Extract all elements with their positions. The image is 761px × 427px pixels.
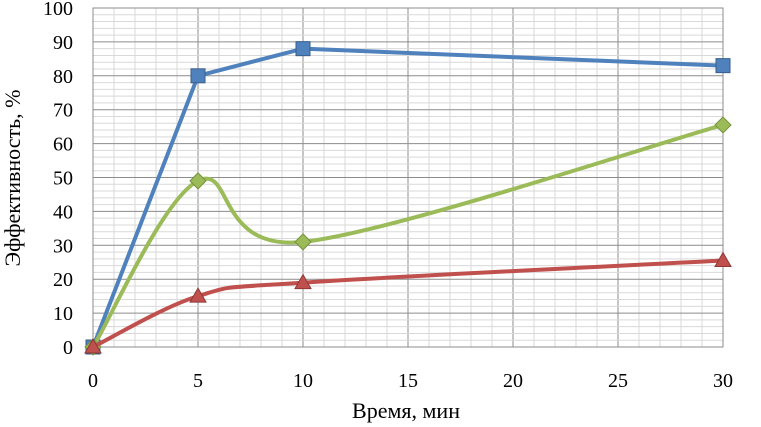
y-axis-ticks: 0 10 20 30 40 50 60 70 80 90 100 <box>43 0 73 359</box>
data-point <box>714 251 732 268</box>
data-point <box>714 116 732 134</box>
series-line-3 <box>92 258 724 349</box>
x-axis-ticks: 0 5 10 15 20 25 30 <box>88 370 733 392</box>
x-tick-label: 30 <box>713 370 733 392</box>
x-axis-title: Время, мин <box>352 398 460 423</box>
data-point <box>294 233 312 251</box>
y-tick-label: 90 <box>53 32 73 54</box>
series-line-2 <box>91 123 724 349</box>
y-axis-title: Эффективность, % <box>0 90 25 267</box>
y-tick-label: 50 <box>53 168 73 190</box>
data-point <box>84 337 102 354</box>
data-point <box>189 287 207 303</box>
y-tick-label: 10 <box>53 303 73 325</box>
y-tick-label: 100 <box>43 0 73 20</box>
x-tick-label: 20 <box>503 370 523 392</box>
y-tick-label: 40 <box>53 201 73 223</box>
plot-area-border <box>92 7 724 348</box>
y-tick-label: 70 <box>53 100 73 122</box>
data-point <box>190 68 206 84</box>
x-tick-label: 10 <box>293 370 313 392</box>
data-point <box>295 41 311 57</box>
series-line-1 <box>91 46 724 348</box>
chart-series <box>84 41 732 356</box>
x-tick-label: 5 <box>193 370 203 392</box>
x-tick-label: 25 <box>608 370 628 392</box>
y-tick-label: 30 <box>53 235 73 257</box>
data-point <box>189 172 207 190</box>
x-tick-label: 0 <box>88 370 98 392</box>
chart-grid <box>92 7 724 348</box>
data-point <box>294 273 312 290</box>
data-point <box>715 58 731 74</box>
y-tick-label: 20 <box>53 269 73 291</box>
y-tick-label: 60 <box>53 134 73 156</box>
y-tick-label: 80 <box>53 66 73 88</box>
x-tick-label: 15 <box>398 370 418 392</box>
y-tick-label: 0 <box>63 337 73 359</box>
